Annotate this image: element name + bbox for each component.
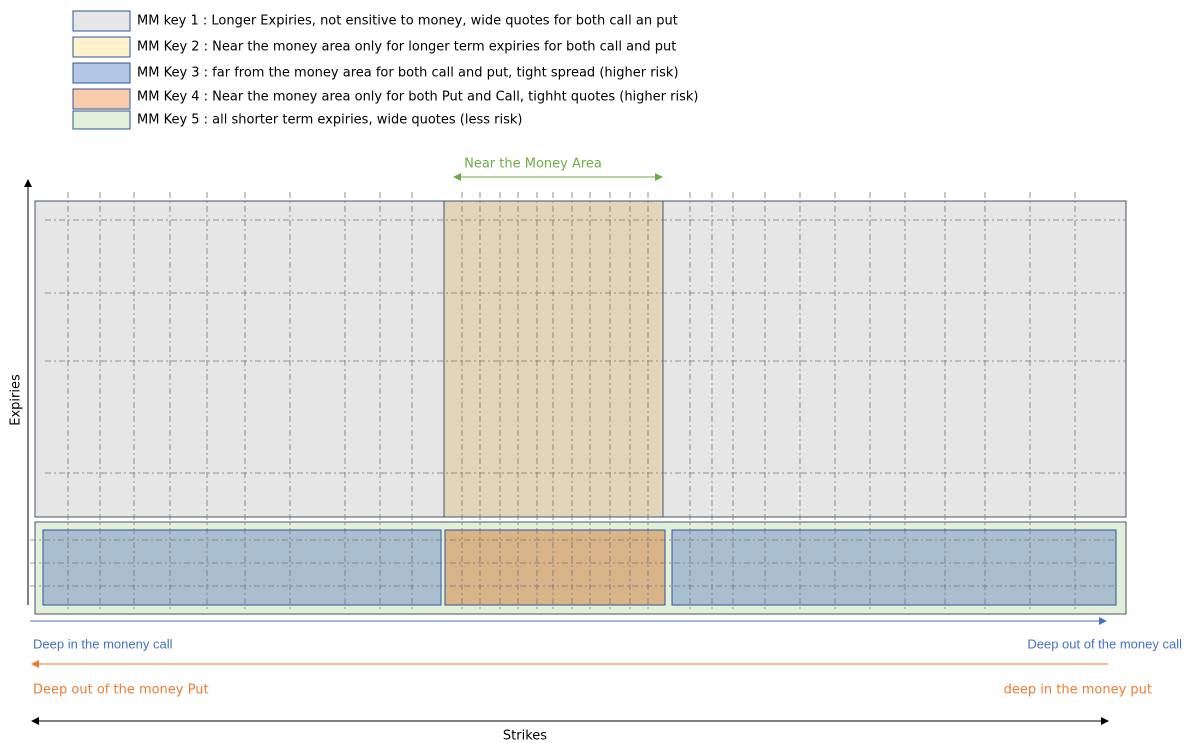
y-axis-label: Expiries <box>9 374 24 426</box>
legend-label: MM Key 4 : Near the money area only for … <box>137 90 698 105</box>
legend-label: MM Key 5 : all shorter term expiries, wi… <box>137 113 522 128</box>
put-right: deep in the money put <box>1004 683 1152 698</box>
key2-area <box>443 200 664 518</box>
key3-area <box>671 529 1117 606</box>
legend-label: MM key 1 : Longer Expiries, not ensitive… <box>137 14 678 29</box>
key4-area <box>444 529 666 606</box>
x-axis-label: Strikes <box>503 729 547 743</box>
put-left: Deep out of the money Put <box>33 683 209 698</box>
call-left: Deep in the moneny call <box>33 636 173 651</box>
swatch <box>72 88 131 110</box>
swatch <box>72 10 131 32</box>
legend-label: MM Key 3 : far from the money area for b… <box>137 66 679 81</box>
key3-area <box>42 529 442 606</box>
swatch <box>72 36 131 58</box>
call-right: Deep out of the money call <box>1027 636 1182 651</box>
legend-label: MM Key 2 : Near the money area only for … <box>137 40 676 55</box>
grid <box>30 192 1126 612</box>
swatch <box>72 110 131 130</box>
swatch <box>72 62 131 84</box>
near-money-label: Near the Money Area <box>464 157 602 172</box>
legend <box>72 10 131 130</box>
